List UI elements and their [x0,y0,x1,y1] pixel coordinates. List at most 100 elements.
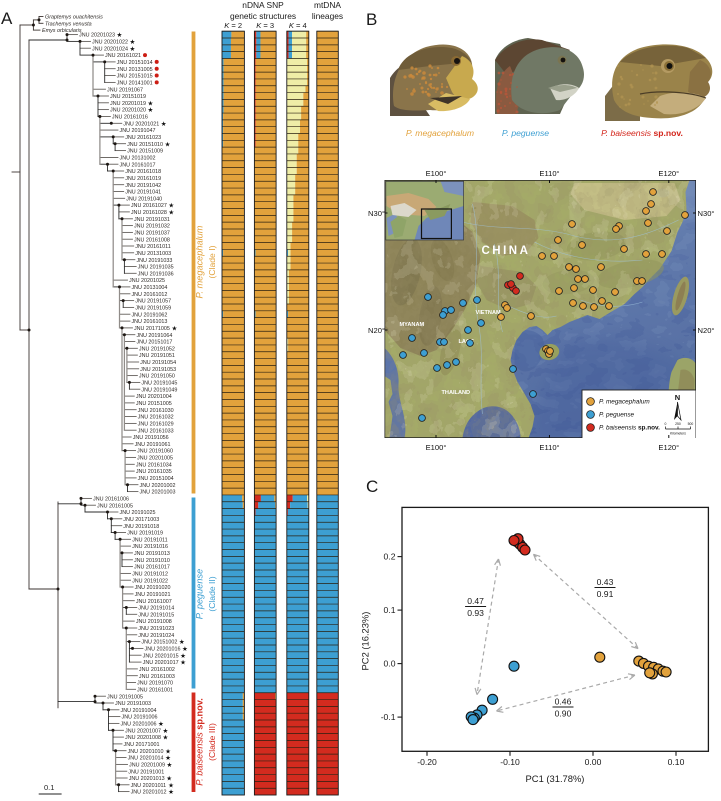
svg-text:★: ★ [180,659,186,667]
svg-text:N: N [675,393,680,402]
svg-text:★: ★ [168,788,174,796]
svg-text:JNU 20201013: JNU 20201013 [129,776,165,782]
svg-text:JNU 20161008: JNU 20161008 [134,237,170,243]
svg-text:JNU 20191057: JNU 20191057 [135,299,171,305]
svg-text:★: ★ [168,202,174,210]
svg-text:JNU 20171003: JNU 20171003 [123,517,159,523]
svg-text:500: 500 [688,422,694,426]
svg-text:JNU 20151009: JNU 20151009 [127,149,163,155]
svg-text:JNU 20171005: JNU 20171005 [134,326,170,332]
svg-text:JNU 20161033: JNU 20161033 [138,428,174,434]
svg-text:E120°: E120° [658,443,679,452]
svg-text:JNU 20201002: JNU 20201002 [140,483,176,489]
svg-text:(Clade II): (Clade II) [207,576,217,611]
svg-text:JNU 20201014: JNU 20201014 [128,756,164,762]
svg-text:★: ★ [179,638,185,646]
svg-text:JNU 20161032: JNU 20161032 [138,415,174,421]
svg-text:JNU 20161013: JNU 20161013 [131,319,167,325]
svg-text:P. megacephalum: P. megacephalum [406,128,474,138]
svg-text:★: ★ [166,775,172,783]
svg-text:P. baiseensis sp.nov.: P. baiseensis sp.nov. [601,128,683,138]
svg-text:mtDNA: mtDNA [314,0,341,10]
svg-text:JNU 20191064: JNU 20191064 [136,333,172,339]
svg-text:A: A [1,9,13,28]
svg-text:JNU 20191015: JNU 20191015 [138,612,174,618]
svg-text:JNU 20161002: JNU 20161002 [139,667,175,673]
svg-text:JNU 20191025: JNU 20191025 [120,510,156,516]
svg-text:PC1 (31.78%): PC1 (31.78%) [526,773,585,784]
svg-text:JNU 20201003: JNU 20201003 [140,490,176,496]
svg-text:JNU 20201024: JNU 20201024 [92,46,128,52]
svg-text:JNU 20201021: JNU 20201021 [123,121,159,127]
svg-text:JNU 20191013: JNU 20191013 [134,551,170,557]
svg-text:★: ★ [168,209,174,217]
svg-text:JNU 20191035: JNU 20191035 [138,265,174,271]
svg-text:P. megacephalum: P. megacephalum [195,225,205,298]
svg-text:JNU 20191050: JNU 20191050 [139,374,175,380]
svg-text:0.00: 0.00 [585,757,602,767]
svg-text:JNU 20191056: JNU 20191056 [133,435,169,441]
svg-text:Graptemys ouachitensis: Graptemys ouachitensis [45,15,103,21]
svg-text:Kilometers: Kilometers [670,432,686,436]
svg-text:JNU 20191033: JNU 20191033 [136,258,172,264]
svg-text:JNU 20151004: JNU 20151004 [138,476,174,482]
svg-text:0.1: 0.1 [384,605,396,615]
svg-text:0.93: 0.93 [467,608,484,618]
svg-text:JNU 20191006: JNU 20191006 [122,715,158,721]
svg-text:★: ★ [130,45,136,53]
svg-text:JNU 20201017: JNU 20201017 [143,660,179,666]
svg-text:JNU 20201010: JNU 20201010 [128,749,164,755]
svg-text:0.10: 0.10 [668,757,685,767]
svg-text:★: ★ [180,652,186,660]
svg-text:JNU 20191059: JNU 20191059 [135,306,171,312]
svg-text:★: ★ [161,120,167,128]
svg-text:JNU 20161029: JNU 20161029 [138,422,174,428]
svg-text:JNU 20161005: JNU 20161005 [97,503,133,509]
svg-text:JNU 20201009: JNU 20201009 [129,763,165,769]
svg-text:JNU 20151017: JNU 20151017 [136,340,172,346]
svg-text:JNU 20161016: JNU 20161016 [112,115,148,121]
svg-text:JNU 20191001: JNU 20191001 [128,769,164,775]
svg-text:genetic structures: genetic structures [230,11,296,21]
svg-text:JNU 20201015: JNU 20201015 [143,653,179,659]
svg-text:JNU 20131004: JNU 20131004 [131,285,167,291]
svg-text:P. peguense: P. peguense [502,128,549,138]
svg-text:JNU 20151015: JNU 20151015 [117,74,153,80]
svg-text:JNU 20201019: JNU 20201019 [110,101,146,107]
svg-text:N30°: N30° [698,209,715,218]
svg-text:JNU 20191012: JNU 20191012 [132,572,168,578]
svg-text:P. baiseensis sp.nov.: P. baiseensis sp.nov. [195,698,205,786]
svg-text:0.47: 0.47 [467,596,484,606]
svg-text:JNU 20151002: JNU 20151002 [141,640,177,646]
svg-text:lineages: lineages [312,11,343,21]
svg-text:JNU 20161027: JNU 20161027 [131,203,167,209]
svg-text:JNU 20131003: JNU 20131003 [135,251,171,257]
svg-text:JNU 20161003: JNU 20161003 [139,674,175,680]
svg-text:0.0: 0.0 [384,659,396,669]
svg-text:JNU 20201025: JNU 20201025 [129,278,165,284]
svg-text:JNU 20191008: JNU 20191008 [136,619,172,625]
svg-text:★: ★ [163,727,169,735]
svg-text:0.90: 0.90 [555,709,572,719]
svg-text:P. baiseensis sp.nov.: P. baiseensis sp.nov. [599,425,660,432]
svg-text:JNU 20201005: JNU 20201005 [137,456,173,462]
svg-text:JNU 20161018: JNU 20161018 [125,169,161,175]
svg-text:★: ★ [158,720,164,728]
svg-text:JNU 20151019: JNU 20151019 [110,94,146,100]
svg-text:JNU 20191051: JNU 20191051 [139,353,175,359]
svg-text:C: C [366,477,378,496]
svg-text:JNU 20161006: JNU 20161006 [93,497,129,503]
svg-text:JNU 20191021: JNU 20191021 [135,592,171,598]
svg-text:JNU 20191054: JNU 20191054 [140,360,176,366]
svg-text:JNU 20191053: JNU 20191053 [140,367,176,373]
svg-text:JNU 20191052: JNU 20191052 [139,346,175,352]
svg-text:JNU 20191062: JNU 20191062 [131,312,167,318]
svg-text:JNU 20161001: JNU 20161001 [137,687,173,693]
svg-text:JNU 20151005: JNU 20151005 [136,401,172,407]
svg-text:E110°: E110° [539,443,559,452]
svg-text:B: B [366,10,377,29]
svg-text:E100°: E100° [426,443,447,452]
svg-text:JNU 20191016: JNU 20191016 [132,544,168,550]
svg-text:JNU 20201022: JNU 20201022 [92,40,128,46]
svg-text:0: 0 [665,422,667,426]
